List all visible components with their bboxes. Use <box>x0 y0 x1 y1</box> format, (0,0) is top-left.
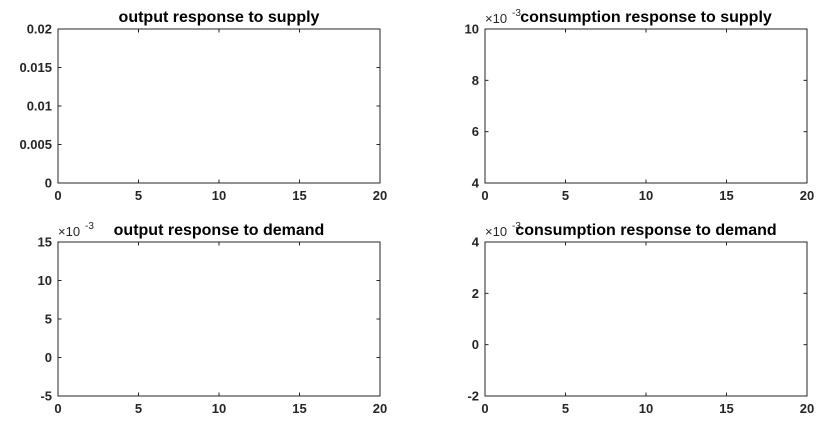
y-tick-label: 6 <box>472 124 479 139</box>
x-tick-label: 10 <box>639 401 653 416</box>
chart-title: consumption response to demand <box>515 222 776 239</box>
axes-box <box>57 241 381 397</box>
x-tick-label: 20 <box>800 401 814 416</box>
x-tick-label: 5 <box>135 188 142 203</box>
x-tick-label: 0 <box>54 188 61 203</box>
y-tick-label: 0.015 <box>19 60 52 75</box>
y-tick-label: 0.02 <box>27 22 52 37</box>
y-tick-label: 5 <box>45 312 52 327</box>
x-tick-label: 15 <box>719 401 733 416</box>
chart-title: consumption response to supply <box>520 9 772 26</box>
axis-multiplier-exponent: -3 <box>512 8 521 19</box>
y-tick-label: 0 <box>45 176 52 191</box>
axes-box <box>484 241 808 397</box>
x-tick-label: 0 <box>481 188 488 203</box>
y-tick-label: -2 <box>467 389 479 404</box>
y-tick-label: 10 <box>465 22 479 37</box>
x-tick-label: 5 <box>562 188 569 203</box>
y-tick-label: 10 <box>38 273 52 288</box>
x-tick-label: 10 <box>212 188 226 203</box>
axes-box <box>484 28 808 184</box>
y-tick-label: 8 <box>472 73 479 88</box>
x-tick-label: 15 <box>719 188 733 203</box>
x-tick-label: 10 <box>212 401 226 416</box>
y-tick-label: 2 <box>472 286 479 301</box>
y-tick-label: 0 <box>472 337 479 352</box>
axes-box <box>57 28 381 184</box>
y-tick-label: 0.005 <box>19 137 52 152</box>
x-tick-label: 5 <box>135 401 142 416</box>
chart-title: output response to supply <box>119 9 320 26</box>
y-tick-label: -5 <box>40 389 52 404</box>
axis-multiplier: ×10 <box>485 224 507 239</box>
x-tick-label: 0 <box>481 401 488 416</box>
subplot-1: 0 5 10 15 20 0 0.005 0.01 0.015 0.02 output respon… <box>19 9 387 203</box>
axis-multiplier-exponent: -3 <box>512 221 521 232</box>
x-tick-label: 20 <box>800 188 814 203</box>
x-tick-label: 15 <box>292 401 306 416</box>
x-tick-label: 20 <box>373 401 387 416</box>
x-tick-label: 0 <box>54 401 61 416</box>
y-tick-label: 4 <box>472 235 480 250</box>
subplot-2: 0 5 10 15 20 4 6 8 10 ×10 -3 consumption response t… <box>465 8 815 203</box>
axis-multiplier: ×10 <box>485 11 507 26</box>
axis-multiplier-exponent: -3 <box>85 221 94 232</box>
x-tick-label: 5 <box>562 401 569 416</box>
y-tick-label: 0 <box>45 350 52 365</box>
x-tick-label: 20 <box>373 188 387 203</box>
x-tick-label: 10 <box>639 188 653 203</box>
y-tick-label: 0.01 <box>27 99 52 114</box>
chart-title: output response to demand <box>114 222 325 239</box>
x-tick-label: 15 <box>292 188 306 203</box>
y-tick-label: 15 <box>38 235 52 250</box>
axis-multiplier: ×10 <box>58 224 80 239</box>
y-tick-label: 4 <box>472 176 480 191</box>
